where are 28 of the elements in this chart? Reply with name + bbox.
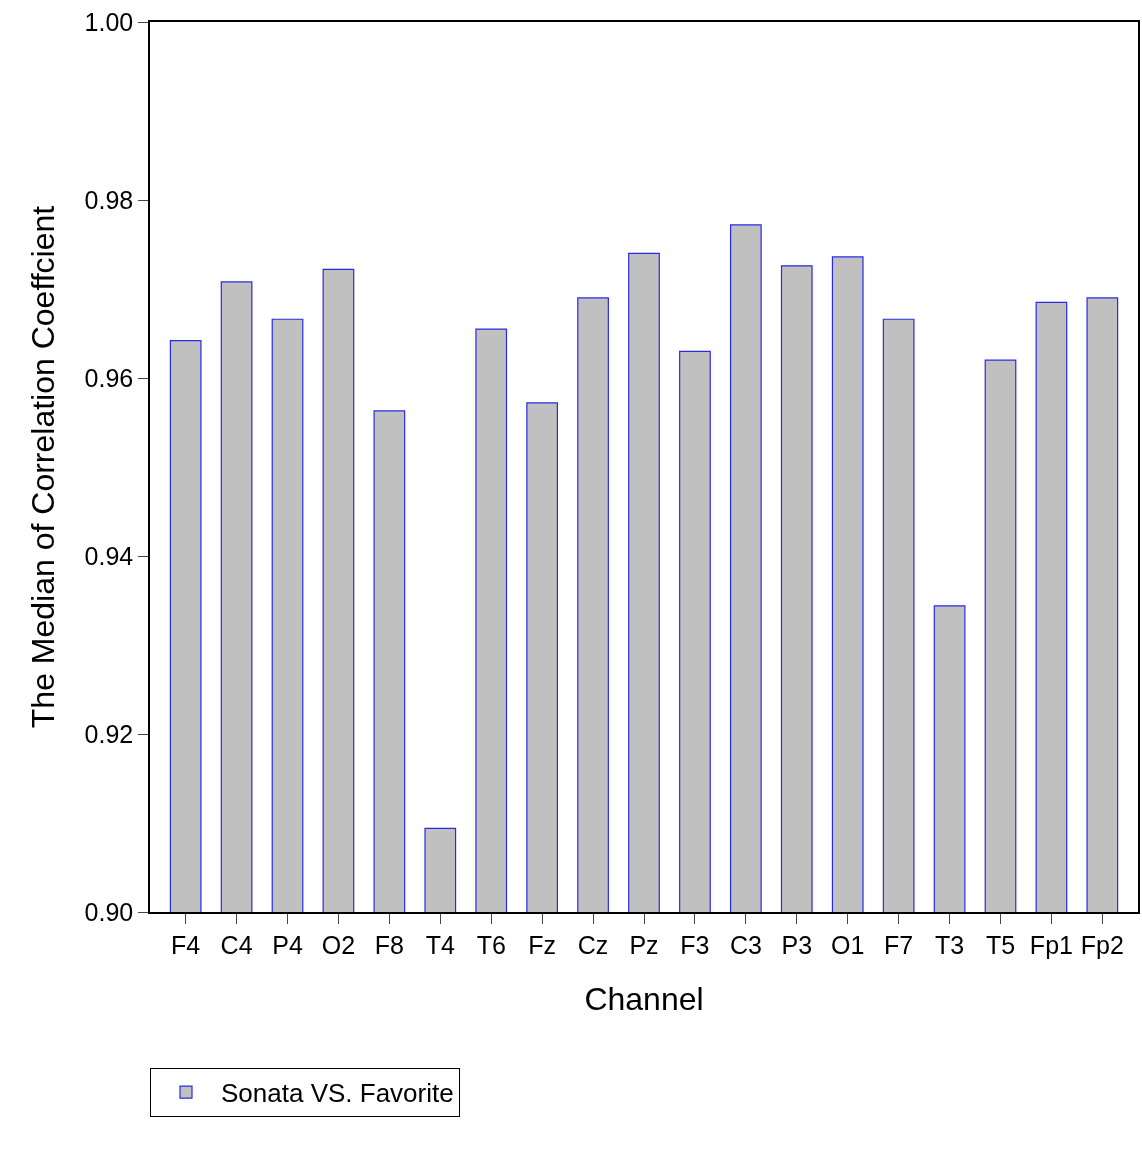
x-tick-label: O2 — [321, 930, 356, 959]
x-tick-label: T6 — [476, 930, 506, 959]
y-tick-label: 0.98 — [84, 185, 134, 214]
y-tick-label: 1.00 — [84, 7, 134, 36]
y-axis-title: The Median of Correlation Coeffcient — [25, 205, 62, 729]
y-tick-label: 0.96 — [84, 363, 134, 392]
x-tick-label: Fp1 — [1029, 930, 1073, 959]
y-tick-label: 0.92 — [84, 719, 134, 748]
x-tick-label: C4 — [220, 930, 253, 959]
x-tick-label: F8 — [374, 930, 404, 959]
x-tick-label: Pz — [629, 930, 659, 959]
x-tick-label: Fp2 — [1080, 930, 1124, 959]
x-tick-label: C3 — [729, 930, 762, 959]
y-tick-label: 0.94 — [84, 541, 134, 570]
x-tick-label: Cz — [577, 930, 609, 959]
y-tick-label: 0.90 — [84, 897, 134, 926]
x-tick-label: F7 — [884, 930, 914, 959]
x-tick-label: P3 — [781, 930, 813, 959]
x-tick-label: T3 — [934, 930, 965, 959]
legend-label: Sonata VS. Favorite — [221, 1078, 454, 1109]
x-tick-label: F4 — [171, 930, 201, 959]
x-tick-label: O1 — [831, 930, 865, 959]
x-tick-label: T5 — [985, 930, 1016, 959]
x-axis-title: Channel — [584, 981, 704, 1018]
x-tick-label: P4 — [272, 930, 303, 959]
x-tick-label: F3 — [680, 930, 710, 959]
x-tick-label: Fz — [528, 930, 557, 959]
x-tick-label: T4 — [425, 930, 455, 959]
